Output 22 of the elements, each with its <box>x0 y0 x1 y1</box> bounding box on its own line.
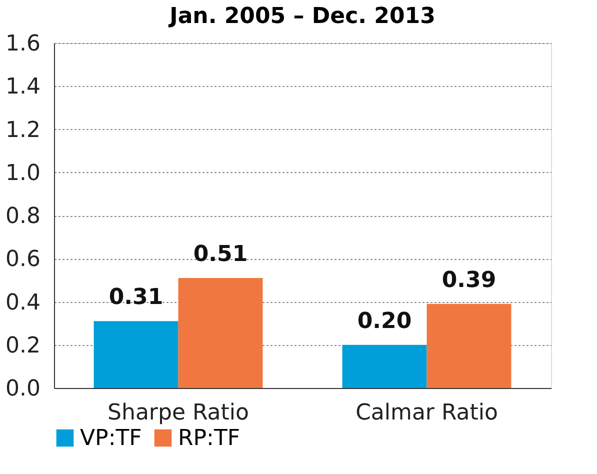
bar <box>94 321 178 388</box>
x-tick-label: Sharpe Ratio <box>108 400 249 426</box>
legend-label: VP:TF <box>80 426 142 451</box>
data-label: 0.39 <box>442 268 496 293</box>
y-tick-label: 1.4 <box>6 74 40 100</box>
y-tick-label: 0.8 <box>6 204 40 229</box>
bar <box>426 304 512 388</box>
data-label: 0.31 <box>108 285 164 310</box>
chart-title: Jan. 2005 – Dec. 2013 <box>168 4 436 29</box>
y-tick-label: 0.0 <box>6 376 40 402</box>
y-tick-label: 1.0 <box>6 160 40 186</box>
bar <box>178 278 263 388</box>
data-label: 0.51 <box>193 242 248 268</box>
y-tick-label: 0.2 <box>6 333 40 358</box>
bar <box>342 344 427 388</box>
y-tick-label: 0.4 <box>6 290 40 316</box>
y-tick-label: 0.6 <box>6 247 40 272</box>
data-label: 0.20 <box>357 308 412 334</box>
legend-label: RP:TF <box>178 426 240 451</box>
x-tick-label: Calmar Ratio <box>356 400 498 426</box>
y-tick-label: 1.2 <box>6 118 40 143</box>
y-tick-label: 1.6 <box>6 32 40 56</box>
